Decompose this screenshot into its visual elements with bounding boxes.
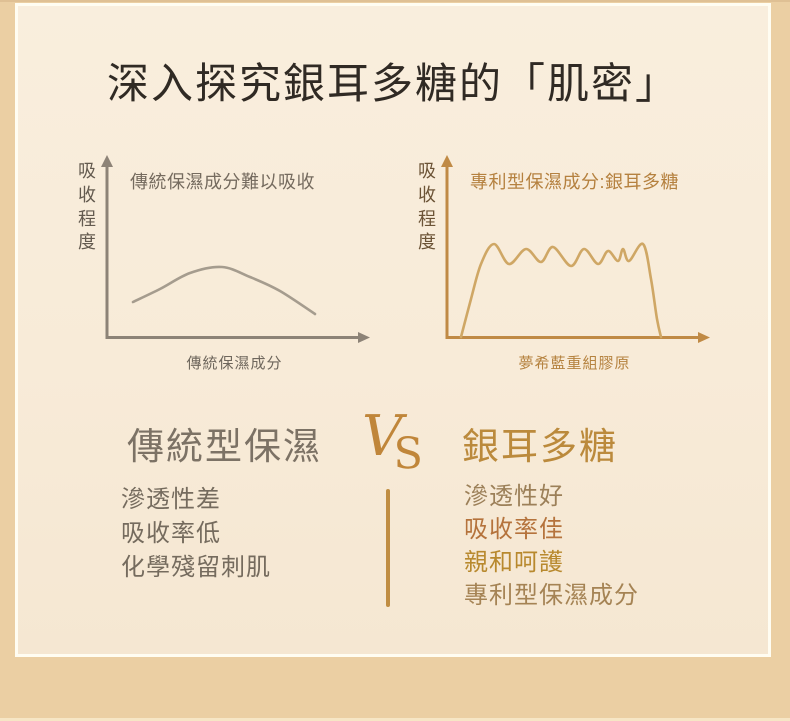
heading-tremella: 銀耳多糖 (462, 426, 618, 467)
chart-annotation: 專利型保濕成分:銀耳多糖 (470, 172, 679, 192)
vs-mark: VS (362, 404, 423, 479)
vs-letter-s: S (393, 429, 423, 479)
list-item: 吸收率低 (121, 520, 221, 547)
frame-bottom-line (0, 718, 790, 721)
heading-traditional: 傳統型保濕 (127, 426, 322, 467)
chart-annotation: 傳統保濕成分難以吸收 (130, 172, 315, 192)
page-title: 深入探究銀耳多糖的「肌密」 (106, 60, 679, 107)
traditional-drawbacks-list: 滲透性差 吸收率低 化學殘留刺肌 (121, 483, 271, 585)
x-axis-label: 傳統保濕成分 (186, 355, 283, 372)
infographic-card: 深入探究銀耳多糖的「肌密」 吸收程度 傳統保濕成分難以吸收 傳統保濕成分 吸收程… (15, 3, 771, 657)
list-item: 滲透性差 (121, 486, 221, 513)
x-axis-label: 夢希藍重組膠原 (518, 355, 631, 372)
list-item: 化學殘留刺肌 (121, 554, 271, 581)
tremella-benefits-list: 滲透性好 吸收率佳 親和呵護 專利型保濕成分 (464, 480, 639, 612)
vertical-divider (386, 489, 390, 607)
chart-tremella: 吸收程度 專利型保濕成分:銀耳多糖 夢希藍重組膠原 (418, 154, 718, 384)
line-chart-plot (101, 155, 370, 343)
frame-top-line (0, 0, 790, 2)
list-item: 專利型保濕成分 (464, 582, 639, 609)
list-item: 吸收率佳 (464, 516, 564, 543)
line-chart-plot (441, 155, 710, 343)
vs-letter-v: V (362, 404, 403, 469)
chart-traditional: 吸收程度 傳統保濕成分難以吸收 傳統保濕成分 (78, 154, 378, 384)
y-axis-label: 吸收程度 (78, 161, 96, 253)
list-item: 親和呵護 (464, 549, 564, 576)
y-axis-label: 吸收程度 (418, 161, 436, 253)
list-item: 滲透性好 (464, 483, 564, 510)
